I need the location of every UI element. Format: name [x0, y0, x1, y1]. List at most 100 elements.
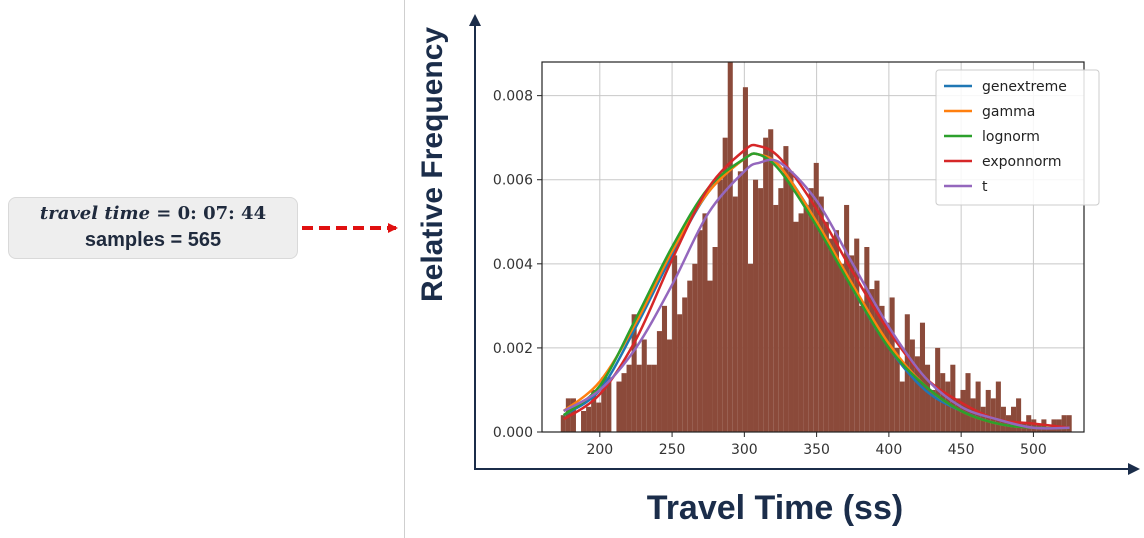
histogram-bar: [803, 204, 809, 432]
samples-text: samples = 565: [84, 229, 222, 251]
plot-frame: [541, 61, 1085, 433]
histogram-bar: [646, 364, 652, 432]
fit-curves: [562, 143, 1070, 430]
histogram-bar: [965, 373, 971, 432]
histogram-bar: [823, 221, 829, 432]
histogram-bar: [1061, 415, 1067, 432]
x-tick-label: 200: [586, 442, 613, 458]
histogram-bar: [874, 280, 880, 432]
histogram-bar: [1031, 419, 1037, 432]
histogram-bar: [788, 171, 794, 432]
histogram-bar: [1066, 415, 1072, 432]
histogram-bar: [661, 305, 668, 432]
histogram-bar: [596, 402, 602, 432]
histogram-bar: [1016, 398, 1022, 432]
curve-lognorm: [562, 152, 1070, 430]
x-ticks: 200 250 300 350 400 450 500: [586, 432, 1047, 458]
legend: genextreme gamma lognorm exponnorm t: [935, 69, 1100, 206]
travel-time-value: 0: 07: 44: [177, 203, 267, 224]
histogram-bar: [601, 377, 607, 432]
histogram-bar: [722, 137, 728, 432]
histogram-bar: [712, 247, 718, 432]
histogram-bar: [717, 179, 723, 432]
travel-time-text: travel time = 0: 07: 44: [9, 203, 297, 224]
histogram-bar: [591, 389, 597, 432]
histogram-bar: [955, 398, 961, 432]
x-axis-label: Travel Time (ss): [646, 489, 904, 527]
histogram-bar: [636, 364, 642, 432]
histogram-bar: [930, 389, 936, 432]
histogram-bar: [1000, 406, 1006, 432]
histogram-bar: [828, 238, 834, 432]
y-tick-label: 0.006: [493, 173, 533, 189]
histogram-bar: [798, 213, 804, 432]
histogram-bar: [667, 339, 673, 432]
x-tick-label: 450: [948, 442, 975, 458]
histogram-bar: [768, 129, 774, 433]
histogram-bar: [985, 389, 991, 432]
legend-label-exponnorm: exponnorm: [982, 154, 1062, 170]
histogram-bar: [682, 297, 688, 432]
histogram-bar: [879, 305, 885, 432]
histogram-bar: [864, 247, 870, 432]
histogram-bar: [758, 188, 764, 432]
histogram-bar: [626, 364, 632, 432]
x-tick-label: 250: [659, 442, 686, 458]
histogram-bar: [889, 297, 895, 432]
legend-box: [935, 69, 1100, 206]
histogram-bar: [747, 263, 754, 432]
histogram-bar: [919, 322, 926, 432]
legend-label-t: t: [982, 179, 988, 195]
legend-label-gamma: gamma: [982, 104, 1035, 120]
y-ticks: 0.000 0.002 0.004 0.006 0.008: [493, 89, 542, 441]
histogram-bar: [677, 314, 683, 432]
histogram-bar: [793, 221, 799, 432]
y-tick-label: 0.008: [493, 89, 533, 105]
histogram-bar: [742, 87, 748, 433]
histogram-bar: [697, 230, 703, 432]
histogram-bars: [560, 62, 1072, 433]
histogram-bar: [672, 255, 678, 432]
histogram-bar: [783, 146, 789, 432]
histogram-bar: [839, 263, 845, 432]
histogram-bar: [859, 305, 865, 432]
histogram-bar: [945, 381, 951, 432]
histogram-bar: [631, 314, 637, 432]
histogram-bar: [1011, 406, 1017, 432]
histogram-bar: [914, 356, 920, 432]
histogram-bar: [995, 381, 1001, 432]
legend-label-lognorm: lognorm: [982, 129, 1040, 145]
histogram-bar: [773, 204, 779, 432]
histogram-bar: [621, 373, 627, 432]
histogram-bar: [753, 179, 759, 432]
histogram-bar: [849, 255, 855, 432]
histogram-bar: [641, 339, 647, 432]
histogram-bar: [707, 280, 713, 432]
histogram-bar: [581, 410, 587, 432]
histogram-bar: [560, 415, 566, 432]
histogram-bar: [778, 188, 784, 432]
y-tick-label: 0.004: [493, 257, 533, 273]
histogram-bar: [763, 137, 769, 432]
y-axis-label: Relative Frequency: [416, 26, 449, 302]
x-tick-label: 400: [876, 442, 903, 458]
histogram-bar: [869, 289, 875, 432]
histogram-bar: [818, 196, 824, 432]
histogram-bar: [692, 263, 698, 432]
travel-time-label: travel time: [39, 203, 151, 224]
histogram-bar: [975, 381, 981, 432]
histogram-bar: [651, 364, 657, 432]
legend-label-genextreme: genextreme: [982, 79, 1067, 95]
outer-y-arrowhead: [469, 14, 481, 26]
equals-sign: =: [150, 203, 178, 224]
histogram-bar: [727, 62, 733, 432]
histogram-bar: [732, 196, 738, 432]
y-tick-label: 0.002: [493, 341, 533, 357]
histogram-bar: [990, 398, 996, 432]
histogram-bar: [808, 188, 814, 432]
histogram-bar: [702, 213, 708, 432]
histogram-bar: [616, 381, 622, 432]
histogram-bar: [1046, 427, 1052, 432]
histogram-bar: [737, 171, 743, 432]
